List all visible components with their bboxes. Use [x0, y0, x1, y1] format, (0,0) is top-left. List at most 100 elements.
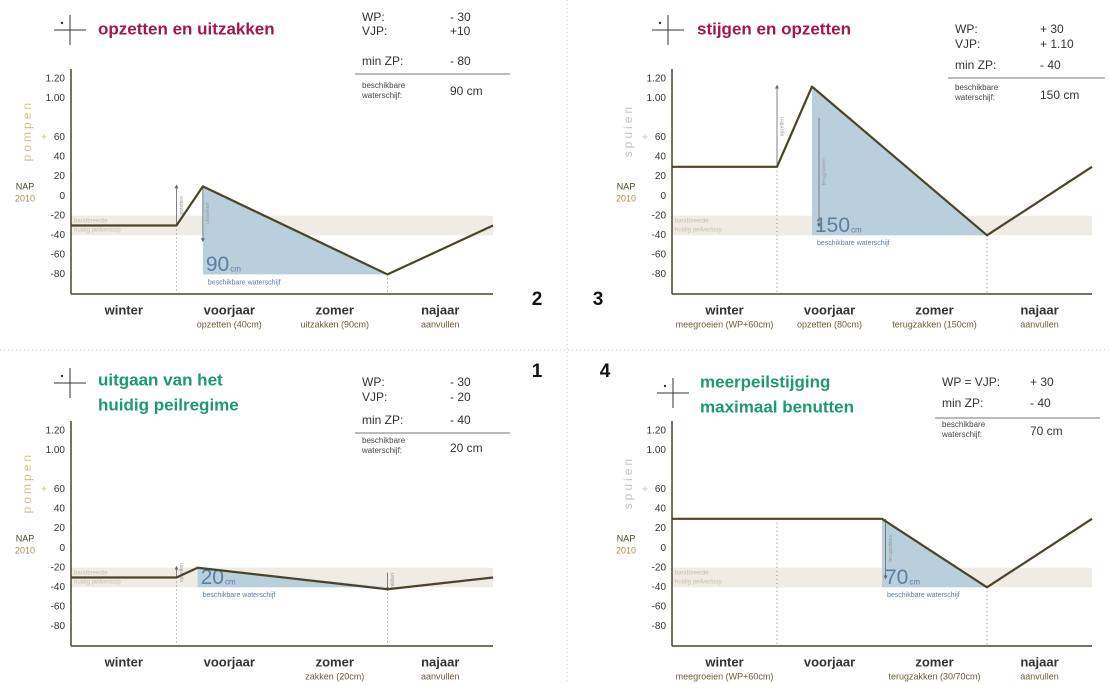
info-label: min ZP:	[942, 396, 983, 410]
panel: meerpeilstijging maximaal benutten 4 WP = V…	[600, 361, 1100, 681]
info-value: 70 cm	[1030, 424, 1063, 438]
y-tick-label: 1.00	[647, 93, 667, 104]
x-tick-label: winter	[104, 654, 143, 669]
info-label: beschikbare	[362, 81, 406, 90]
info-label: WP = VJP:	[942, 375, 1000, 389]
y-tick-label: 1.00	[46, 93, 66, 104]
y-tick-label: 40	[655, 504, 667, 515]
side-label: spuien	[621, 456, 635, 509]
shade-unit: cm	[225, 577, 236, 586]
info-label: VJP:	[362, 390, 387, 404]
y-tick-label: 1.00	[647, 445, 667, 456]
info-label: waterschijf:	[954, 93, 995, 102]
x-tick-label: voorjaar	[204, 302, 255, 317]
x-sublabel: opzetten (40cm)	[197, 319, 262, 329]
arrow-label: terugzakken	[888, 534, 894, 561]
side-label: pompen	[20, 452, 34, 513]
x-tick-label: najaar	[421, 302, 459, 317]
level-line	[71, 185, 494, 276]
info-label: min ZP:	[955, 58, 996, 72]
y-tick-label: 20	[54, 523, 66, 534]
y-tick-label: 1.20	[46, 73, 66, 84]
y-tick-label: -80	[51, 621, 66, 632]
y-tick-label: -40	[652, 582, 667, 593]
y-tick-label: -20	[652, 210, 667, 221]
x-tick-label: voorjaar	[804, 302, 855, 317]
arrow-label: terugzakken	[821, 158, 827, 185]
cross-dot	[60, 374, 64, 378]
panel: uitgaan van het huidig peilregime 1 WP: - 30…	[15, 361, 543, 681]
info-value: 20 cm	[450, 441, 483, 455]
x-tick-label: winter	[704, 302, 743, 317]
x-tick-label: najaar	[1020, 302, 1058, 317]
band-label: huidig peilverloop	[675, 227, 722, 233]
x-tick-label: najaar	[421, 654, 459, 669]
shade-unit: cm	[851, 225, 862, 234]
nap-label: NAP	[16, 182, 35, 192]
x-sublabel: terugzakken (150cm)	[892, 319, 977, 329]
y-tick-label: 0	[660, 191, 666, 202]
shade-value: 20	[201, 566, 224, 589]
shade-unit: cm	[230, 265, 241, 274]
panel-title: maximaal benutten	[700, 397, 854, 416]
band-label: bandbreedte	[74, 570, 108, 576]
shade-value: 90	[206, 253, 229, 276]
band-label: huidig peilverloop	[74, 227, 121, 233]
x-tick-label: najaar	[1020, 654, 1058, 669]
nap-label: 2010	[616, 194, 636, 204]
info-value: - 40	[1030, 396, 1051, 410]
y-tick-label: 40	[54, 504, 66, 515]
band-label: bandbreedte	[675, 218, 709, 224]
nap-label: 2010	[616, 546, 636, 556]
y-tick-label: -20	[51, 210, 66, 221]
x-sublabel: opzetten (80cm)	[797, 319, 862, 329]
info-label: VJP:	[362, 24, 387, 38]
x-sublabel: meegroeien (WP+60cm)	[676, 319, 774, 329]
side-label: spuien	[621, 104, 635, 157]
info-label: beschikbare	[955, 83, 999, 92]
y-tick-label: 0	[660, 543, 666, 554]
y-tick-label: 40	[655, 152, 667, 163]
y-tick-label: 60	[655, 484, 667, 495]
plus-sign: +	[41, 131, 47, 143]
info-label: WP:	[362, 10, 385, 24]
info-value: + 30	[1030, 375, 1054, 389]
x-tick-label: zomer	[316, 302, 354, 317]
y-tick-label: 20	[655, 171, 667, 182]
panel-number: 1	[532, 361, 543, 382]
y-tick-label: -40	[51, 582, 66, 593]
cross-dot	[658, 21, 662, 25]
info-value: +10	[450, 24, 471, 38]
info-label: waterschijf:	[361, 91, 402, 100]
info-value: - 40	[1040, 58, 1061, 72]
y-tick-label: 1.20	[647, 425, 667, 436]
panel-number: 3	[593, 289, 604, 310]
panel-title: meerpeilstijging	[700, 372, 830, 391]
panel-number: 4	[600, 361, 611, 382]
shade-label: beschikbare waterschijf	[208, 279, 281, 286]
x-sublabel: uitzakken (90cm)	[300, 319, 369, 329]
x-tick-label: voorjaar	[204, 654, 255, 669]
shade-label: beschikbare waterschijf	[817, 240, 890, 247]
info-label: waterschijf:	[361, 446, 402, 455]
y-tick-label: 1.20	[647, 73, 667, 84]
y-tick-label: 60	[54, 484, 66, 495]
panel-title: uitgaan van het	[98, 370, 223, 389]
panel: stijgen en opzetten 3 WP: + 30 VJP: + 1.10 min…	[593, 15, 1105, 329]
info-label: beschikbare	[362, 436, 406, 445]
x-sublabel: terugzakken (30/70cm)	[888, 671, 980, 681]
shade-value: 150	[815, 214, 850, 237]
cross-dot	[663, 384, 667, 388]
panel-title: opzetten en uitzakken	[98, 19, 275, 38]
nap-label: 2010	[15, 546, 35, 556]
x-tick-label: winter	[704, 654, 743, 669]
band-label: bandbreedte	[675, 570, 709, 576]
arrow-label: opzetten	[779, 117, 785, 136]
arrow-label: zakken	[390, 573, 396, 589]
band-label: bandbreedte	[74, 218, 108, 224]
y-tick-label: -20	[51, 562, 66, 573]
info-label: waterschijf:	[941, 430, 982, 439]
level-line	[672, 85, 1093, 237]
info-label: min ZP:	[362, 413, 403, 427]
